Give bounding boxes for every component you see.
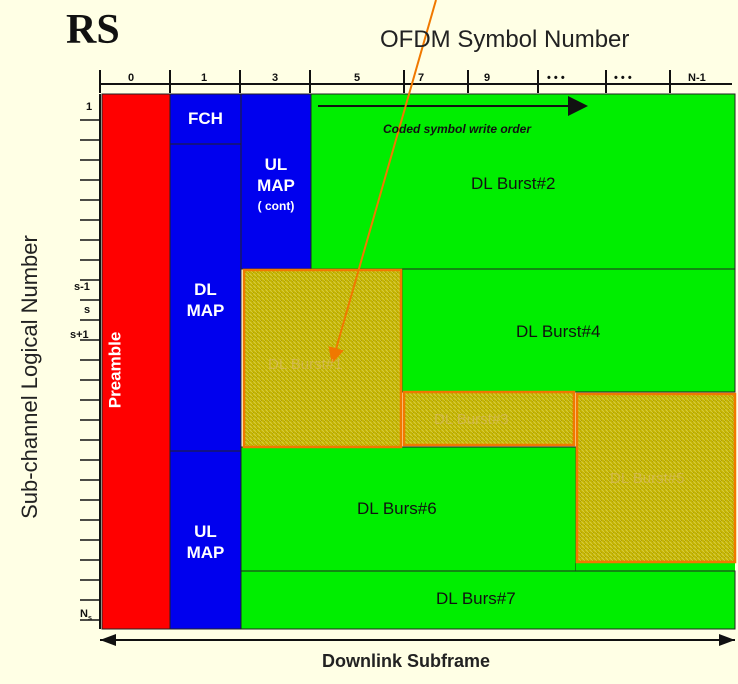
row-label-1: 1 [86,101,93,113]
y-axis-ticks [80,119,100,621]
dl-map-line1: DL [194,280,217,299]
ul-map-block [169,450,242,630]
column-label-0: 0 [128,72,135,84]
ul-map-label: UL MAP [170,521,241,563]
dl-burst-1-block [242,268,403,449]
dl-burst-5-label: DL Burst#5 [610,470,685,487]
y-axis-title: Sub-channel Logical Number [17,235,42,519]
dl-burst-5-block [575,392,737,564]
row-label-n: Ns [80,608,92,623]
ul-map-cont-line3: ( cont) [257,199,295,213]
x-axis-title: OFDM Symbol Number [380,26,630,53]
dl-burst-6-block [240,446,577,572]
dl-burst-4-block [401,268,736,393]
dl-map-label: DL MAP [170,279,241,321]
column-label-5: 5 [354,72,361,84]
dl-map-block [169,143,242,452]
column-label-ellipsis-2: • • • [614,72,632,84]
column-label-3: 3 [272,72,279,84]
write-order-label: Coded symbol write order [383,122,532,136]
dl-burst-2-block [310,93,736,270]
dl-burst-3-label: DL Burst#3 [434,411,509,428]
dl-burst-2-label: DL Burst#2 [471,174,556,193]
ul-map-cont-label: UL MAP ( cont) [241,154,311,217]
pointer-arrow [328,0,437,364]
dl-burst-7-block [240,570,736,630]
column-label-7: 7 [418,72,425,84]
preamble-block [101,93,171,630]
dl-burst-3-block [402,390,576,447]
column-label-9: 9 [484,72,491,84]
row-label-s-plus-1: s+1 [70,329,89,341]
row-label-s-1: s-1 [74,281,90,293]
dl-burst-4-label: DL Burst#4 [516,322,601,341]
row-label-n-subscript: s [87,615,92,623]
ul-map-line2: MAP [186,543,225,562]
dl-burst-6-label: DL Burs#6 [357,499,437,518]
dl-burst-7-label: DL Burs#7 [436,589,516,608]
dl-map-line2: MAP [186,301,225,320]
downlink-arrow-right [719,634,735,646]
preamble-label: Preamble [105,331,125,409]
dl-burst-1-label: DL Burst#1 [268,356,343,373]
downlink-arrow-left [100,634,116,646]
x-axis-ticks [99,70,671,93]
fch-label: FCH [188,109,223,128]
ul-map-cont-block [240,93,312,270]
ul-map-line1: UL [194,522,217,541]
downlink-subframe-label: Downlink Subframe [322,651,491,671]
ul-map-cont-line2: MAP [257,176,295,195]
rs-title: RS [66,7,120,53]
ul-map-cont-line1: UL [264,155,288,174]
row-label-s: s [84,304,91,316]
column-label-1: 1 [201,72,208,84]
dl-burst-6-extension [576,562,735,572]
column-label-ellipsis-1: • • • [547,72,565,84]
column-label-n-1: N-1 [688,72,706,84]
